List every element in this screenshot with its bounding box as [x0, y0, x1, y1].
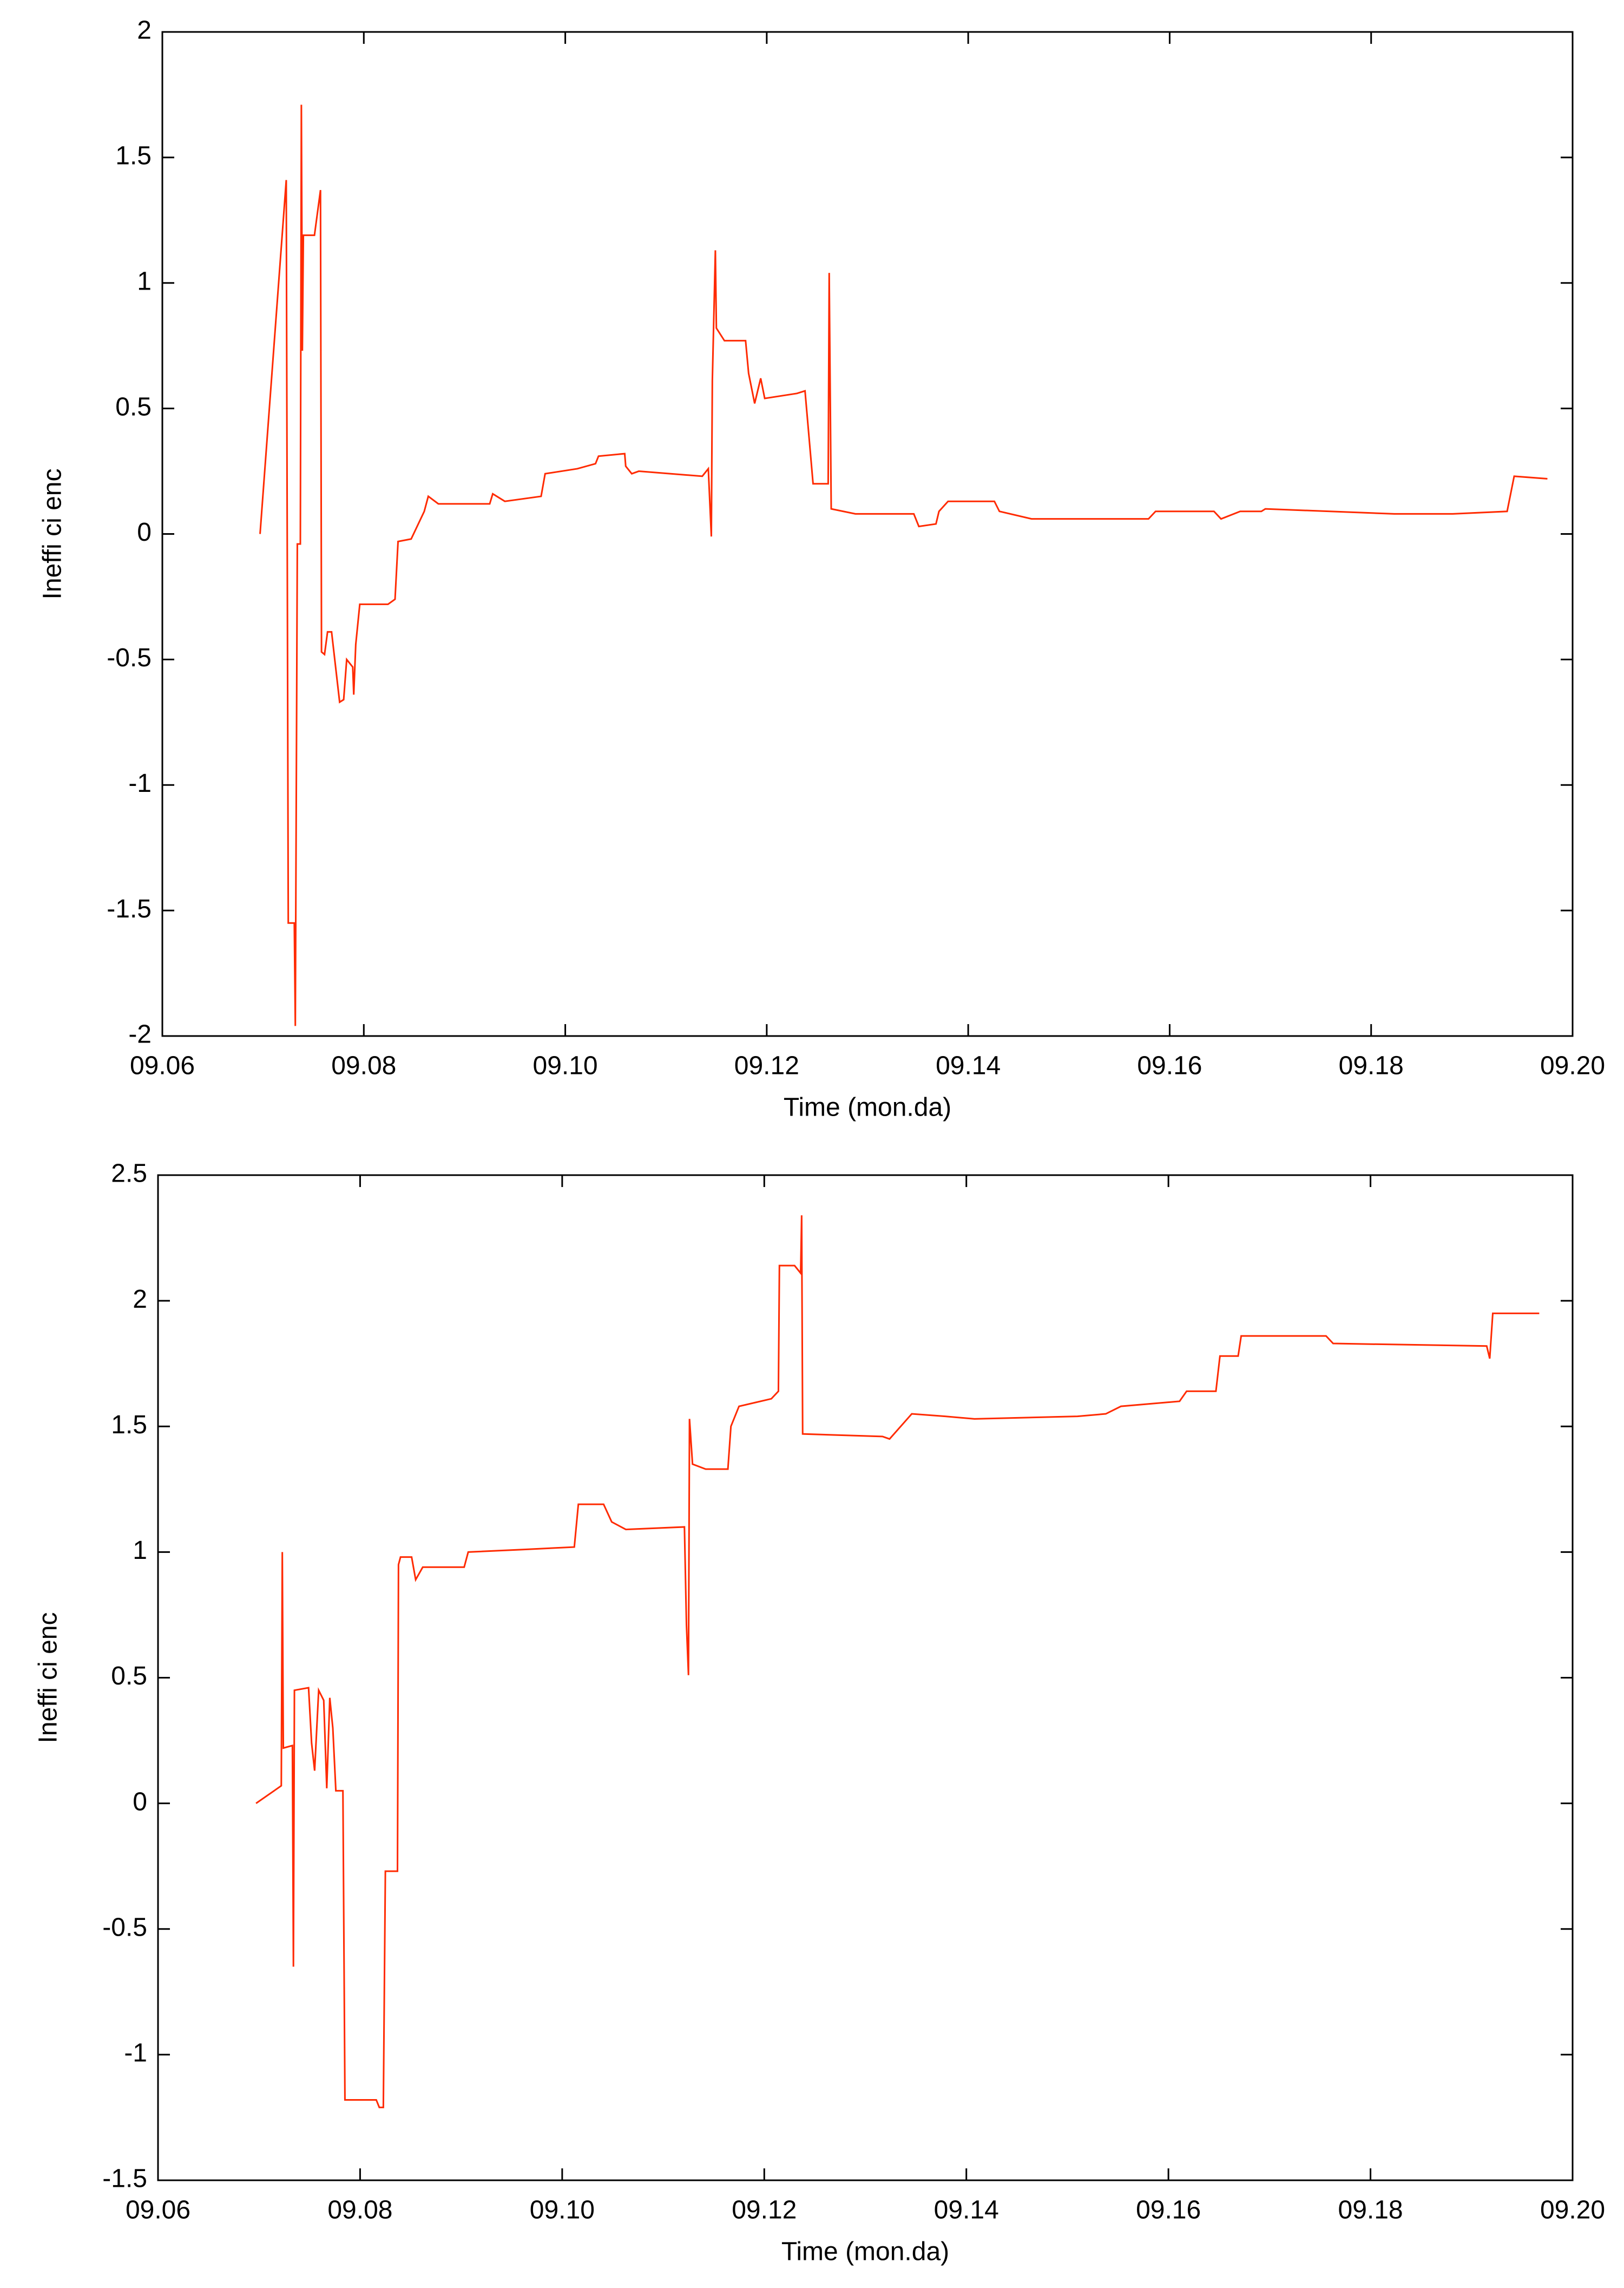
x-axis-label: Time (mon.da) [781, 2238, 949, 2266]
y-tick-label: -2 [128, 1020, 152, 1049]
y-tick-label: -1 [124, 2039, 147, 2068]
x-tick-label: 09.12 [734, 1052, 799, 1080]
plot-frame [161, 31, 1574, 1037]
y-tick-label: -1 [128, 769, 152, 798]
plot-frame [157, 1174, 1574, 2181]
y-tick-label: 0.5 [111, 1662, 147, 1690]
x-tick-label: 09.06 [130, 1052, 195, 1080]
y-tick-label: -0.5 [102, 1913, 147, 1942]
y-tick-label: -1.5 [102, 2165, 147, 2193]
x-tick-label: 09.14 [934, 2196, 999, 2225]
y-tick-label: 2 [133, 1285, 147, 1314]
x-tick-label: 09.20 [1540, 2196, 1605, 2225]
y-tick-label: 0 [133, 1787, 147, 1816]
y-tick-label: 1 [133, 1536, 147, 1565]
x-tick-label: 09.12 [732, 2196, 797, 2225]
data-line [255, 1215, 1540, 2108]
y-tick-label: -0.5 [107, 644, 152, 672]
x-axis-label: Time (mon.da) [784, 1093, 951, 1122]
y-tick-label: 2.5 [111, 1159, 147, 1188]
x-tick-label: 09.16 [1136, 2196, 1201, 2225]
y-tick-label: -1.5 [107, 895, 152, 923]
x-tick-label: 09.14 [936, 1052, 1001, 1080]
x-tick-label: 09.16 [1137, 1052, 1202, 1080]
x-tick-label: 09.18 [1339, 1052, 1404, 1080]
x-tick-label: 09.06 [126, 2196, 190, 2225]
x-tick-label: 09.10 [530, 2196, 595, 2225]
y-tick-label: 1.5 [111, 1411, 147, 1439]
y-tick-label: 0 [137, 518, 152, 547]
y-tick-label: 2 [137, 16, 152, 45]
data-line [259, 104, 1548, 1026]
x-tick-label: 09.08 [327, 2196, 392, 2225]
y-tick-label: 1 [137, 267, 152, 296]
chart: -1.5 -1 -0.5 0 0.5 1 1.5 2 2.5 09.06 09.08 09.10 09.… [34, 1159, 1605, 2266]
y-axis-label: Ineffi ci enc [38, 469, 67, 600]
x-tick-label: 09.18 [1338, 2196, 1403, 2225]
y-tick-label: 0.5 [115, 392, 152, 421]
chart: -2 -1.5 -1 -0.5 0 0.5 1 1.5 2 09.06 09.08 09.10 09.1… [38, 16, 1605, 1122]
y-tick-label: 1.5 [115, 142, 152, 171]
x-tick-label: 09.20 [1540, 1052, 1605, 1080]
x-tick-label: 09.08 [331, 1052, 396, 1080]
y-axis-label: Ineffi ci enc [34, 1612, 63, 1743]
x-tick-label: 09.10 [533, 1052, 598, 1080]
